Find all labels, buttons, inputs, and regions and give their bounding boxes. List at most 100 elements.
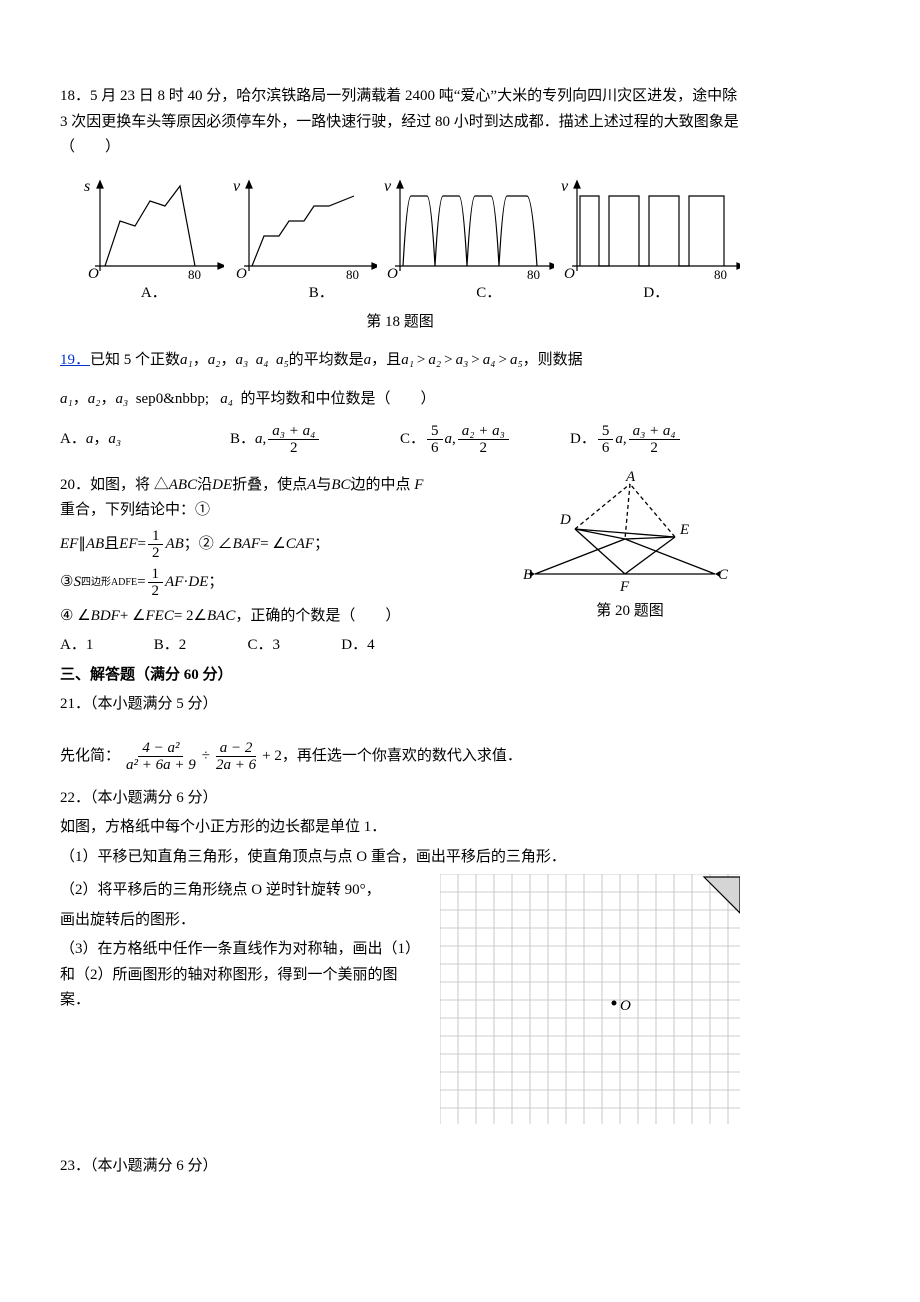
axis-v-label: v [561,178,569,195]
q20-stem: 20．如图，将 △ABC 沿 DE 折叠，使点 A 与 BC 边的中点 F 重合… [60,473,520,524]
sep: ， [73,387,88,413]
var-a1: a₁ [180,348,193,374]
var-a3: a₃ [108,427,121,453]
var-a2: a₂ [208,348,221,374]
ab: AB [165,532,183,558]
a: A [307,473,316,499]
q20-conc3: ③ S 四边形ADFE = 12 AF · DE ； [60,566,520,600]
semi: ； [314,532,329,558]
abc: ABC [169,473,197,499]
q22-line1: 如图，方格纸中每个小正方形的边长都是单位 1． [60,815,740,841]
eqang: = ∠ [260,532,286,558]
t: 重合，下列结论中：① [60,498,210,524]
f: F [414,473,423,499]
baf: BAF [233,532,261,558]
de: DE [188,570,208,596]
t: ④ ∠ [60,604,91,630]
q21-tail: ，再任选一个你喜欢的数代入求值． [282,744,522,770]
var-a: a [364,348,372,374]
var-a: a [255,427,263,453]
n2: a − 2 [216,740,257,758]
n: 1 [148,566,164,584]
tick-80: 80 [527,267,540,281]
q20-conc4: ④ ∠ BDF + ∠ FEC = 2∠ BAC ，正确的个数是（ ） [60,604,520,630]
var-a5: a₅ [510,348,523,374]
gt: > [444,348,452,374]
ssub: 四边形ADFE [81,574,137,591]
var-a4: a₄ [220,387,233,413]
t: 20．如图，将 △ [60,473,169,499]
q22-grid: O [440,874,740,1124]
frac-den: 6 [427,440,443,457]
opt-label: A． [60,427,86,453]
q19-text: 的平均数和中位数是（ ） [241,387,436,413]
d2: 2a + 6 [212,757,260,774]
var-a2: a₂ [88,387,101,413]
q19-opt-d: D． 56 a, a₃ + a₄2 [570,423,740,457]
q18-graph-d: v O 80 t [554,171,740,281]
q19-text: ，且 [371,348,401,374]
plus: + ∠ [120,604,146,630]
var-a3: a₃ [456,348,469,374]
axis-v-label: v [233,178,241,195]
q20-a: A．1 [60,633,150,659]
bc: BC [331,473,350,499]
q18-figures: s O 80 t v O 80 t v O 80 t v [70,171,740,281]
frac-den: 2 [476,440,492,457]
q22-p2b: 画出旋转后的图形． [60,908,420,934]
eq: = [138,532,146,558]
eq2: = 2∠ [174,604,207,630]
frac-den: 2 [286,440,302,457]
lab-a: A [625,469,636,485]
bac: BAC [207,604,235,630]
ab: AB [86,532,104,558]
q18-option-labels: A． B． C． D． [70,281,740,307]
q20: 20．如图，将 △ABC 沿 DE 折叠，使点 A 与 BC 边的中点 F 重合… [60,469,740,722]
var-a3: a₃ [236,348,249,374]
eq: = [137,570,145,596]
t: ③ [60,570,73,596]
q20-figure: A B C D E F [520,469,730,599]
opt-label: C． [400,427,425,453]
gt: > [471,348,479,374]
q22-p2a: （2）将平移后的三角形绕点 O 逆时针旋转 90°， [60,878,420,904]
var-a3: a₃ [115,387,128,413]
tick-80: 80 [714,267,727,281]
axis-o-label: O [564,266,575,281]
q18-opt-d: D． [573,281,741,307]
n: 1 [148,528,164,546]
opt-label: D． [570,427,596,453]
q18-opt-c: C． [405,281,573,307]
q22-p3: （3）在方格纸中任作一条直线作为对称轴，画出（1）和（2）所画图形的轴对称图形，… [60,937,420,1014]
axis-o-label: O [387,266,398,281]
tick-80: 80 [346,267,359,281]
var-a2: a₂ [428,348,441,374]
d1: a² + 6a + 9 [122,757,200,774]
q18-graph-b: v O 80 t [224,171,378,281]
q18-graph-c: v O 80 t [377,171,554,281]
q19-opt-c: C． 56 a, a₂ + a₃2 [400,423,570,457]
q19-stem-2: a₁ ， a₂ ， a₃ sep 0&nbbp; a₄ 的平均数和中位数是（ ） [60,387,740,413]
q18-stem: 18．5 月 23 日 8 时 40 分，哈尔滨铁路局一列满载着 2400 吨“… [60,84,740,161]
q19-text: 已知 5 个正数 [90,348,180,374]
frac-num: a₃ + a₄ [268,423,319,441]
frac-num: 5 [598,423,614,441]
ef: EF [119,532,137,558]
tick-80: 80 [188,267,201,281]
t: 与 [316,473,331,499]
q18-opt-b: B． [238,281,406,307]
q19-number-link[interactable]: 19． [60,348,90,374]
axis-o-label: O [88,266,99,281]
q19-options: A． a， a₃ B． a, a₃ + a₄2 C． 56 a, a₂ + a₃… [60,423,740,457]
section-3-header: 三、解答题（满分 60 分） [60,663,520,689]
tail: ，正确的个数是（ ） [235,604,400,630]
var-a1: a₁ [60,387,73,413]
q19-opt-b: B． a, a₃ + a₄2 [230,423,400,457]
q22-body: （2）将平移后的三角形绕点 O 逆时针旋转 90°， 画出旋转后的图形． （3）… [60,874,740,1124]
n1: 4 − a² [138,740,183,758]
q19-text: 的平均数是 [289,348,364,374]
opt-label: B． [230,427,255,453]
gt: > [417,348,425,374]
q18-graph-a: s O 80 t [70,171,224,281]
axis-o-label: O [236,266,247,281]
